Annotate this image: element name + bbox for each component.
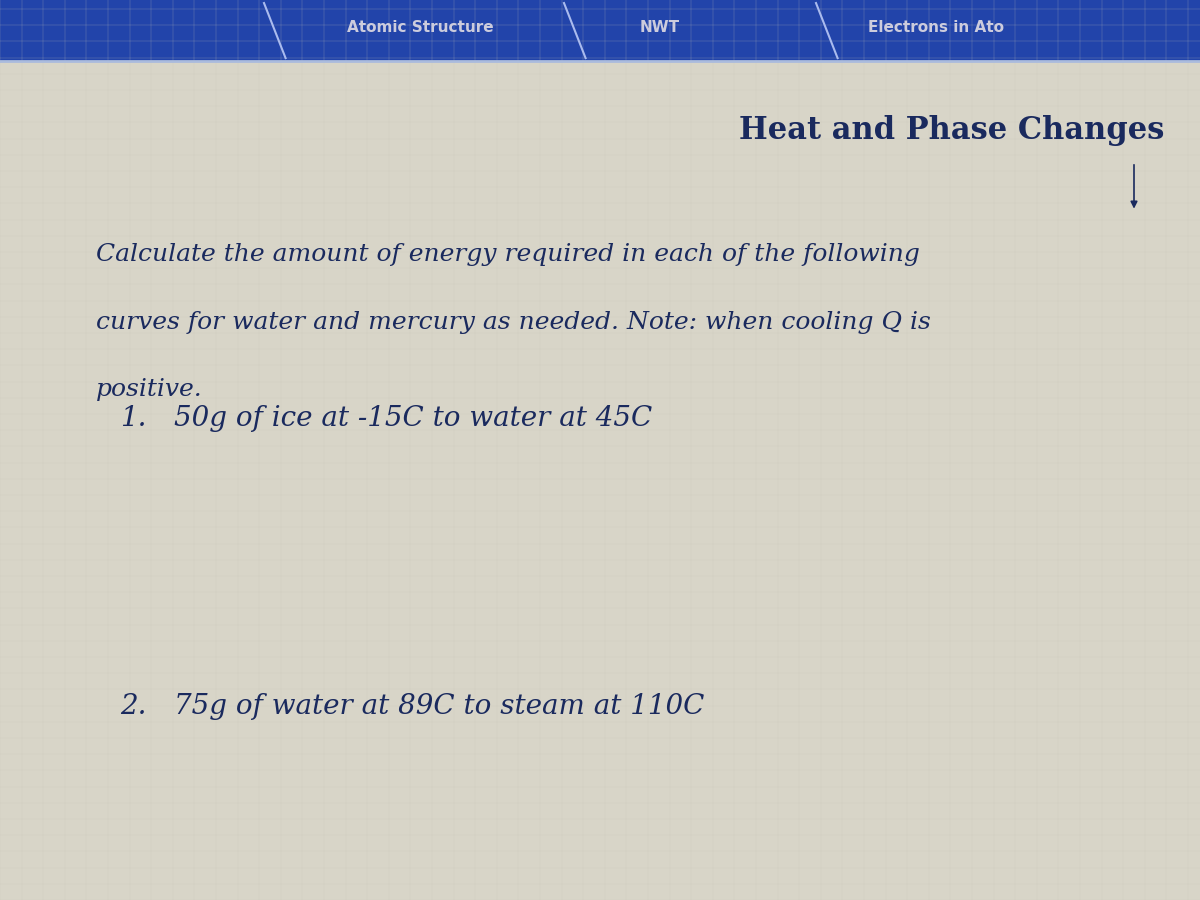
Text: Calculate the amount of energy required in each of the following: Calculate the amount of energy required … (96, 243, 920, 266)
Text: curves for water and mercury as needed. Note: when cooling Q is: curves for water and mercury as needed. … (96, 310, 931, 334)
Text: positive.: positive. (96, 378, 203, 401)
Text: 2.: 2. (120, 693, 146, 720)
Text: 1.: 1. (120, 405, 146, 432)
Bar (0, 0, 1200, 61)
Text: Heat and Phase Changes: Heat and Phase Changes (739, 115, 1164, 146)
Text: Electrons in Ato: Electrons in Ato (868, 20, 1004, 35)
Text: 50g of ice at -15C to water at 45C: 50g of ice at -15C to water at 45C (174, 405, 653, 432)
Text: NWT: NWT (640, 20, 680, 35)
Text: Atomic Structure: Atomic Structure (347, 20, 493, 35)
Text: 75g of water at 89C to steam at 110C: 75g of water at 89C to steam at 110C (174, 693, 704, 720)
